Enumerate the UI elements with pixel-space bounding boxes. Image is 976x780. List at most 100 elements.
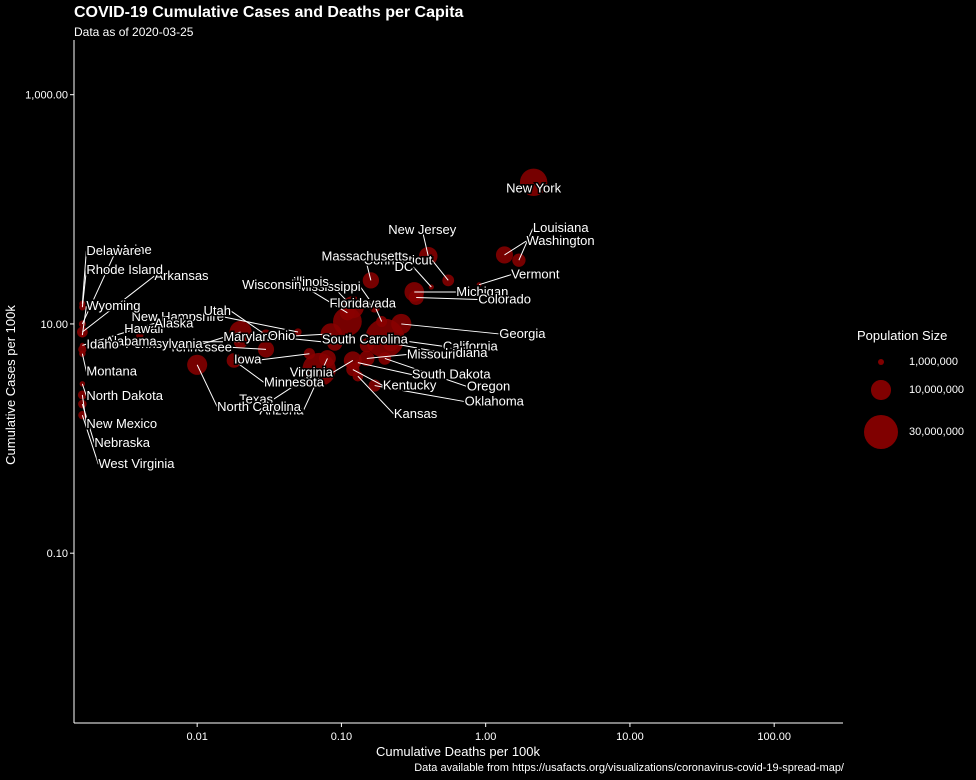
legend-size-dot [877, 358, 885, 366]
x-tick-label: 10.00 [616, 731, 644, 743]
point-label: Mississippi [298, 279, 361, 294]
point-label: North Carolina [217, 399, 302, 414]
point-label: Idaho [86, 336, 119, 351]
label-leader-line [295, 333, 332, 337]
y-tick-label: 0.10 [47, 548, 68, 560]
x-axis-label: Cumulative Deaths per 100k [376, 744, 541, 759]
data-point [136, 331, 144, 339]
y-tick-label: 10.00 [40, 319, 68, 331]
legend-item-label: 1,000,000 [909, 356, 958, 368]
x-tick-label: 1.00 [475, 731, 496, 743]
label-leader-line [332, 360, 354, 373]
point-label: New York [506, 180, 561, 195]
y-axis-label: Cumulative Cases per 100k [3, 305, 18, 465]
label-leader-line [82, 322, 155, 346]
point-label: Tennessee [169, 339, 232, 354]
point-label: Michigan [456, 284, 508, 299]
point-label: Nevada [351, 296, 397, 311]
label-leader-line [366, 353, 407, 359]
point-label: Massachusetts [322, 248, 409, 263]
legend-size-dot [871, 380, 891, 400]
point-label: Alabama [105, 334, 157, 349]
legend-item-label: 30,000,000 [909, 426, 965, 438]
point-label: New Jersey [388, 222, 456, 237]
point-label: Utah [204, 303, 231, 318]
point-label: Minnesota [264, 374, 325, 389]
point-label: Ohio [268, 328, 295, 343]
point-label: Colorado [478, 292, 531, 307]
point-label: Rhode Island [86, 262, 163, 277]
point-label: Louisiana [533, 220, 589, 235]
point-label: DC [395, 259, 414, 274]
legend-item: 30,000,000 [857, 407, 964, 457]
label-leader-line [401, 323, 500, 335]
label-leader-line [360, 286, 376, 308]
x-tick-label: 0.10 [331, 731, 352, 743]
label-leader-line [81, 250, 87, 304]
label-leader-line [302, 358, 328, 411]
point-label: New Mexico [86, 416, 157, 431]
point-label: Pennsylvania [125, 336, 203, 351]
point-label: Oregon [467, 378, 510, 393]
point-label: Iowa [234, 352, 262, 367]
label-leader-line [231, 346, 267, 350]
label-leader-line [230, 310, 267, 336]
label-leader-line [233, 360, 265, 383]
chart-title: COVID-19 Cumulative Cases and Deaths per… [74, 4, 464, 21]
label-leader-line [223, 316, 299, 333]
point-label: South Dakota [412, 367, 492, 382]
data-source-caption: Data available from https://usafacts.org… [414, 762, 844, 774]
point-label: Kentucky [383, 378, 437, 393]
point-label: Florida [330, 296, 371, 311]
label-leader-line [196, 364, 218, 408]
point-label: Alaska [154, 315, 194, 330]
chart-subtitle: Data as of 2020-03-25 [74, 25, 194, 39]
point-label: West Virginia [98, 456, 175, 471]
point-label: Arkansas [154, 268, 209, 283]
point-label: Wyoming [86, 298, 140, 313]
label-leader-line [384, 357, 468, 387]
point-label: South Carolina [322, 331, 409, 346]
legend-size-dot [864, 415, 898, 449]
label-leader-line [421, 230, 429, 257]
data-point [376, 316, 388, 327]
legend: Population Size 1,000,000 10,000,000 30,00… [857, 328, 964, 457]
data-point [359, 338, 374, 353]
label-leader-line [301, 284, 348, 314]
data-point [343, 351, 362, 370]
label-leader-line [81, 353, 87, 372]
point-label: Hawaii [124, 321, 163, 336]
label-leader-line [412, 266, 432, 288]
point-label: Oklahoma [465, 394, 525, 409]
point-label: North Dakota [86, 388, 163, 403]
point-label: Delaware [86, 243, 141, 258]
legend-title: Population Size [857, 328, 948, 343]
x-tick-label: 100.00 [757, 731, 791, 743]
label-leader-line [431, 260, 449, 281]
point-label: New Hampshire [132, 309, 224, 324]
label-leader-line [357, 375, 395, 415]
label-leader-line [416, 297, 479, 301]
label-leader-line [81, 415, 99, 465]
point-label: Illinois [293, 274, 330, 289]
label-leader-line [261, 353, 310, 361]
label-leader-line [390, 342, 445, 354]
label-leader-line [504, 240, 527, 256]
point-label: Maine [116, 242, 151, 257]
legend-item: 1,000,000 [857, 351, 964, 373]
point-label: Kansas [394, 406, 438, 421]
label-leader-line [364, 256, 372, 281]
point-label: Georgia [499, 326, 546, 341]
label-leader-line [357, 362, 412, 376]
point-label: Wisconsin [242, 277, 301, 292]
label-leader-line [328, 281, 354, 308]
data-point [378, 352, 392, 365]
point-label: Arizona [259, 402, 304, 417]
label-leader-line [272, 369, 320, 400]
y-tick-label: 1,000.00 [25, 90, 68, 102]
point-label: Texas [239, 392, 273, 407]
point-label: Connecticut [364, 252, 433, 267]
data-point [519, 168, 548, 197]
x-tick-label: 0.01 [186, 731, 207, 743]
label-leader-line [352, 369, 384, 386]
